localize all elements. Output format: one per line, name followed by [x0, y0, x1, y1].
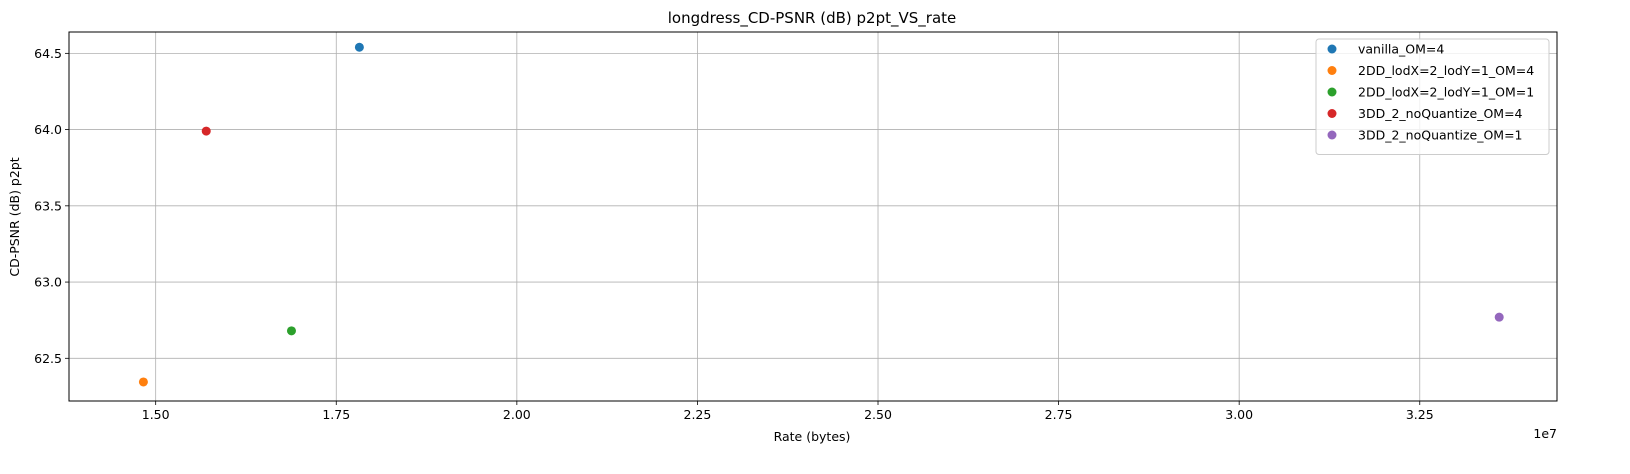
chart-title: longdress_CD-PSNR (dB) p2pt_VS_rate: [668, 9, 957, 28]
x-axis-ticks: 1.50 1.75 2.00 2.25 2.50 2.75 3.00 3.25: [142, 401, 1434, 422]
x-axis-label: Rate (bytes): [774, 429, 851, 444]
data-point: [201, 126, 211, 136]
data-points: [138, 42, 1504, 387]
legend-marker: [1327, 130, 1337, 140]
y-tick-label: 64.5: [34, 46, 62, 61]
data-point: [286, 326, 296, 336]
y-tick-label: 63.5: [34, 198, 62, 213]
y-tick-label: 63.0: [34, 275, 62, 290]
legend-marker: [1327, 87, 1337, 97]
data-point: [354, 42, 364, 52]
grid: [69, 32, 1557, 401]
legend-label: 3DD_2_noQuantize_OM=4: [1358, 106, 1523, 121]
legend-label: 3DD_2_noQuantize_OM=1: [1358, 128, 1523, 143]
legend-marker: [1327, 66, 1337, 75]
x-tick-label: 1.50: [142, 407, 170, 422]
y-tick-label: 62.5: [34, 351, 62, 366]
plot-area-frame: [68, 31, 1558, 402]
legend-label: 2DD_lodX=2_lodY=1_OM=4: [1358, 63, 1534, 78]
legend-label: 2DD_lodX=2_lodY=1_OM=1: [1358, 85, 1534, 100]
legend-label: vanilla_OM=4: [1358, 42, 1444, 57]
legend-marker: [1327, 44, 1337, 54]
y-tick-label: 64.0: [34, 122, 62, 137]
x-axis-offset-label: 1e7: [1533, 426, 1557, 441]
x-tick-label: 1.75: [322, 407, 350, 422]
y-axis-label: CD-PSNR (dB) p2pt: [7, 157, 22, 276]
legend-box: [1315, 38, 1550, 155]
legend: vanilla_OM=4 2DD_lodX=2_lodY=1_OM=4 2DD_lo…: [1315, 38, 1550, 155]
x-tick-label: 2.25: [684, 407, 712, 422]
legend-marker: [1327, 109, 1337, 118]
x-tick-label: 2.75: [1045, 407, 1073, 422]
x-tick-label: 2.50: [864, 407, 892, 422]
x-tick-label: 3.00: [1225, 407, 1253, 422]
x-tick-label: 3.25: [1406, 407, 1434, 422]
y-axis-ticks: 62.5 63.0 63.5 64.0 64.5: [34, 46, 69, 366]
data-point: [1494, 312, 1504, 322]
data-point: [138, 377, 148, 387]
x-tick-label: 2.00: [503, 407, 531, 422]
